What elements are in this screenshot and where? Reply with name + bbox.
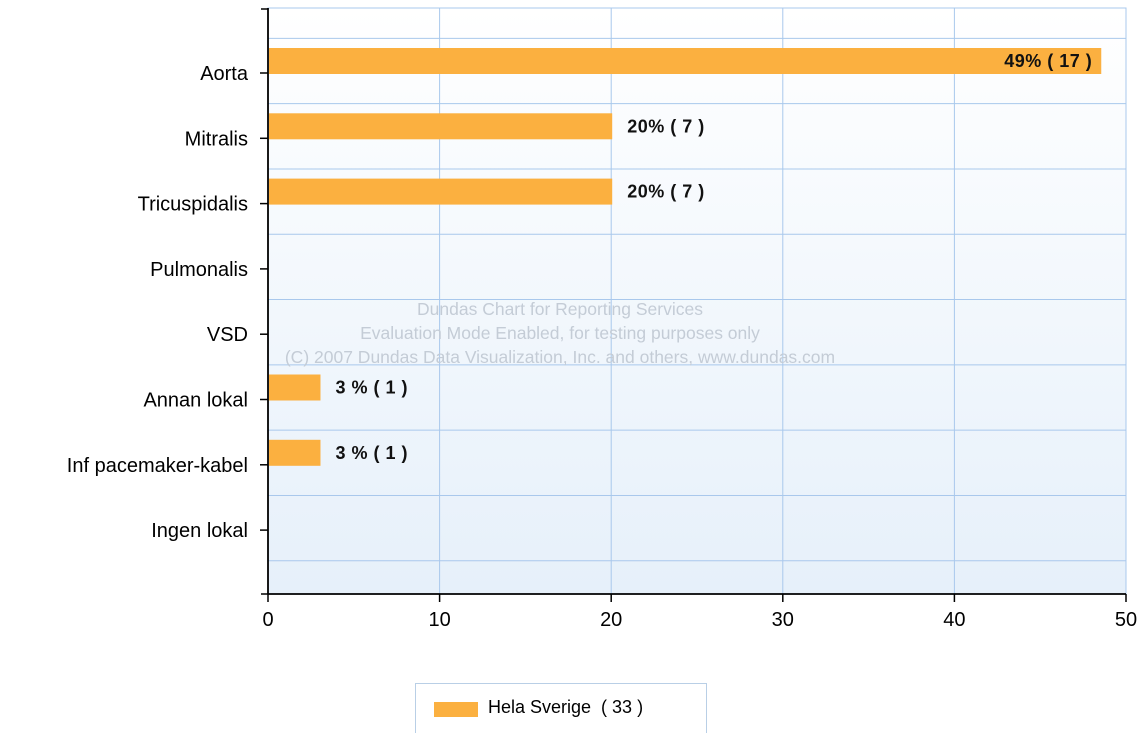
category-label: VSD bbox=[207, 324, 248, 346]
axes bbox=[260, 8, 1127, 602]
bar bbox=[269, 48, 1102, 74]
watermark-line-1: Dundas Chart for Reporting Services bbox=[417, 299, 703, 319]
plot-area bbox=[267, 7, 1127, 595]
watermark-line-2: Evaluation Mode Enabled, for testing pur… bbox=[360, 323, 760, 343]
x-tick-label: 40 bbox=[943, 609, 965, 631]
legend-label: Hela Sverige ( 33 ) bbox=[488, 697, 644, 717]
category-label: Annan lokal bbox=[143, 390, 248, 412]
category-label: Mitralis bbox=[185, 128, 248, 150]
bar-data-label: 20% ( 7 ) bbox=[627, 116, 705, 136]
x-tick-label: 30 bbox=[772, 609, 794, 631]
legend: Hela Sverige ( 33 ) bbox=[415, 683, 707, 733]
category-label: Inf pacemaker-kabel bbox=[67, 455, 248, 477]
bar bbox=[269, 113, 613, 140]
bars bbox=[269, 48, 1102, 466]
bar bbox=[269, 439, 321, 466]
category-label: Aorta bbox=[200, 63, 249, 85]
watermark: Dundas Chart for Reporting Services Eval… bbox=[285, 299, 835, 367]
legend-swatch bbox=[434, 702, 478, 717]
gridlines bbox=[268, 8, 1126, 594]
bar bbox=[269, 178, 613, 205]
category-label: Ingen lokal bbox=[151, 520, 248, 542]
category-label: Tricuspidalis bbox=[138, 194, 248, 216]
bar bbox=[269, 374, 321, 401]
category-label: Pulmonalis bbox=[150, 259, 248, 281]
x-tick-label: 20 bbox=[600, 609, 622, 631]
bar-chart: Dundas Chart for Reporting Services Eval… bbox=[67, 7, 1137, 631]
bar-data-label: 20% ( 7 ) bbox=[627, 182, 705, 202]
x-tick-label: 10 bbox=[428, 609, 450, 631]
bar-data-label: 3 % ( 1 ) bbox=[335, 443, 408, 463]
bar-data-label: 49% ( 17 ) bbox=[1004, 51, 1092, 71]
x-tick-label: 0 bbox=[262, 609, 273, 631]
labels: 0 10 20 30 40 50 Aorta 49% ( 17 ) Mitralis 20% ( … bbox=[67, 51, 1137, 631]
watermark-line-3: (C) 2007 Dundas Data Visualization, Inc.… bbox=[285, 347, 835, 367]
x-tick-label: 50 bbox=[1115, 609, 1137, 631]
bar-data-label: 3 % ( 1 ) bbox=[335, 378, 408, 398]
